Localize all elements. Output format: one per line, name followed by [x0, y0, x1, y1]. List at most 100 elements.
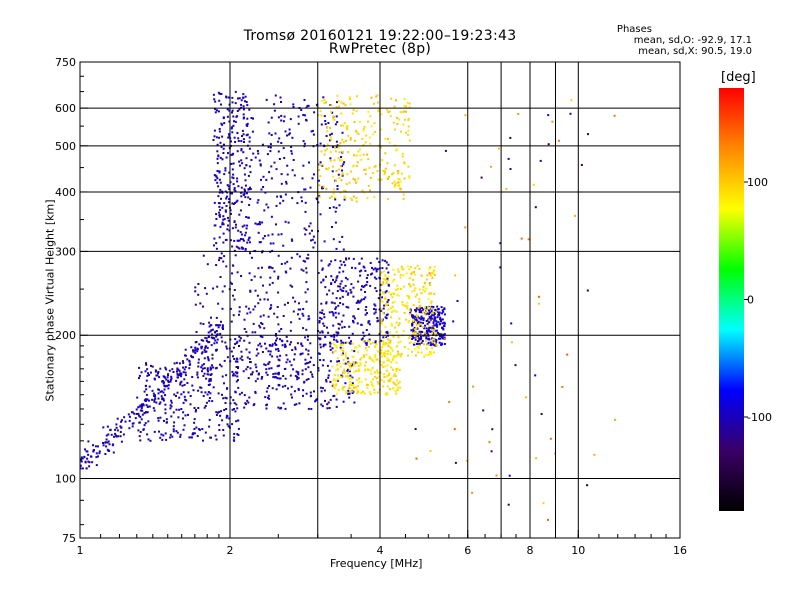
data-point: [236, 110, 239, 112]
data-point: [236, 180, 239, 183]
data-point: [364, 291, 366, 293]
data-point: [551, 120, 554, 123]
data-point: [175, 408, 178, 411]
data-point: [282, 120, 285, 123]
data-point: [139, 409, 142, 412]
data-point: [257, 302, 260, 305]
data-point: [419, 307, 422, 310]
data-point: [218, 236, 221, 239]
data-point: [360, 257, 363, 260]
stats-o: mean, sd,O: -92.9, 17.1: [633, 35, 752, 46]
data-point: [375, 369, 378, 372]
data-point: [357, 351, 360, 354]
data-point: [282, 147, 285, 150]
data-point: [254, 222, 257, 225]
data-point: [231, 408, 234, 411]
data-point: [245, 123, 248, 126]
data-point: [232, 264, 235, 267]
data-point: [91, 461, 94, 464]
data-point: [373, 303, 376, 306]
data-point: [263, 235, 266, 237]
data-point: [197, 358, 200, 361]
data-point: [405, 105, 407, 108]
data-point: [105, 445, 108, 448]
data-point: [181, 360, 184, 363]
data-point: [169, 380, 172, 383]
data-point: [207, 373, 210, 376]
data-point: [246, 133, 249, 136]
data-point: [230, 350, 233, 353]
data-point: [180, 393, 183, 396]
data-point: [413, 343, 416, 346]
data-point: [194, 341, 197, 344]
data-point: [293, 353, 296, 356]
data-point: [364, 296, 367, 299]
data-point: [355, 95, 358, 98]
data-point: [333, 159, 336, 162]
data-point: [217, 91, 220, 94]
data-point: [329, 127, 332, 129]
data-point: [308, 317, 311, 320]
data-point: [421, 307, 424, 310]
data-point: [169, 404, 172, 407]
data-point: [385, 280, 388, 283]
data-point: [375, 290, 378, 293]
data-point: [335, 276, 338, 279]
data-point: [352, 164, 355, 167]
data-point: [350, 377, 353, 380]
data-point: [345, 305, 348, 308]
data-point: [418, 344, 420, 347]
data-point: [335, 339, 338, 342]
data-point: [334, 198, 337, 201]
data-point: [586, 484, 589, 487]
data-point: [341, 295, 344, 298]
data-point: [120, 420, 123, 423]
data-point: [233, 239, 236, 242]
data-point: [131, 411, 134, 414]
data-point: [332, 351, 335, 353]
data-point: [238, 345, 240, 347]
data-point: [275, 343, 278, 346]
data-point: [146, 411, 149, 414]
data-point: [344, 264, 347, 267]
data-point: [399, 340, 402, 343]
data-point: [356, 379, 359, 382]
data-point: [337, 105, 340, 108]
data-point: [242, 370, 245, 373]
data-point: [418, 311, 421, 314]
data-point: [265, 178, 268, 181]
data-point: [387, 279, 389, 282]
data-point: [348, 341, 351, 344]
data-point: [401, 155, 404, 158]
data-point: [170, 399, 173, 402]
data-point: [213, 244, 215, 247]
data-point: [373, 165, 376, 168]
data-point: [270, 367, 273, 370]
data-point: [184, 414, 187, 417]
data-point: [217, 110, 220, 113]
data-point: [258, 159, 261, 162]
data-point: [256, 223, 259, 226]
data-point: [281, 385, 284, 388]
data-point: [290, 393, 293, 396]
data-point: [364, 368, 367, 371]
data-point: [220, 93, 223, 95]
data-point: [104, 441, 107, 444]
data-point: [171, 435, 174, 438]
data-point: [183, 424, 186, 427]
data-point: [226, 228, 229, 231]
data-point: [210, 344, 213, 347]
data-point: [289, 118, 292, 121]
data-point: [369, 262, 372, 264]
data-point: [201, 370, 203, 373]
data-point: [499, 242, 502, 245]
data-point: [221, 307, 224, 310]
data-point: [433, 329, 436, 332]
data-point: [219, 414, 222, 417]
data-point: [244, 196, 247, 199]
data-point: [318, 169, 321, 172]
data-point: [387, 359, 390, 362]
data-point: [313, 111, 316, 114]
data-point: [243, 192, 246, 195]
data-point: [318, 321, 321, 324]
